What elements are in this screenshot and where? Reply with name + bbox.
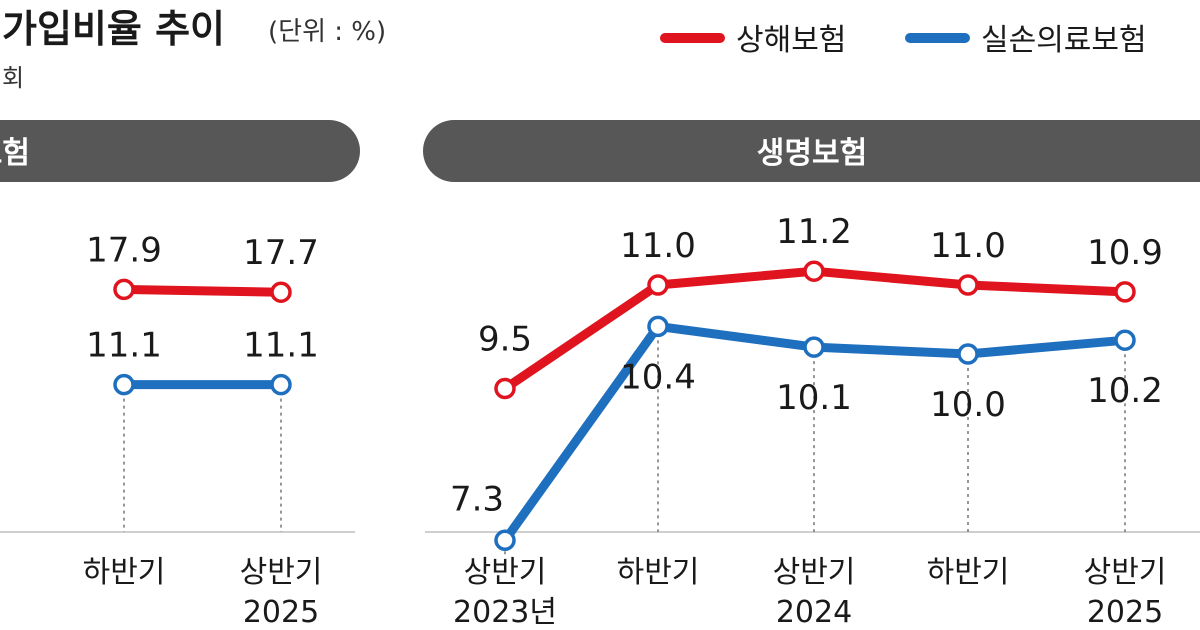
x-tick-label: 상반기 — [240, 555, 323, 590]
data-label-medical: 7.3 — [450, 479, 504, 519]
x-tick-year: 2025 — [1087, 595, 1163, 630]
chart-unit: (단위 : %) — [268, 17, 386, 47]
panel-left: 보험 17.9 17.7 11.1 11.1 하반기 상반기 2025 — [0, 120, 360, 630]
data-point-injury — [270, 281, 292, 303]
x-tick-label: 상반기 — [464, 555, 547, 590]
data-label-medical: 10.4 — [620, 357, 696, 397]
data-point-injury — [113, 278, 135, 301]
x-tick-label: 하반기 — [927, 555, 1010, 590]
panel-header-right — [423, 120, 1200, 182]
x-tick-year: 2023년 — [453, 595, 557, 630]
x-tick-year: 2025 — [243, 595, 319, 630]
x-tick-year: 2024 — [776, 595, 852, 630]
data-label-injury: 11.0 — [930, 226, 1006, 266]
data-point-medical — [270, 373, 292, 396]
x-tick-label: 하반기 — [617, 555, 700, 590]
legend: 상해보험 실손의료보험 — [660, 23, 1147, 58]
x-tick-label: 상반기 — [773, 555, 856, 590]
panel-header-left — [0, 120, 360, 182]
x-tick-label: 하반기 — [83, 555, 166, 590]
data-label-injury: 17.9 — [86, 230, 162, 270]
data-point-injury — [494, 377, 516, 400]
data-label-injury: 11.0 — [620, 226, 696, 266]
series-line-injury — [119, 284, 286, 297]
series-line-injury — [500, 266, 1130, 393]
data-point-medical — [647, 315, 669, 338]
legend-label-medical: 실손의료보험 — [981, 23, 1147, 58]
data-point-injury — [803, 260, 825, 282]
data-label-injury: 17.7 — [243, 233, 319, 273]
panel-title-right: 생명보험 — [757, 136, 867, 171]
data-label-medical: 11.1 — [243, 326, 319, 366]
data-label-injury: 10.9 — [1087, 233, 1163, 273]
data-point-medical — [803, 336, 825, 358]
data-point-medical — [1114, 329, 1136, 351]
data-label-medical: 10.1 — [776, 378, 852, 418]
data-point-medical — [494, 529, 516, 552]
data-label-medical: 11.1 — [86, 326, 162, 366]
panel-title-left: 보험 — [0, 136, 30, 171]
chart-source: 회 — [2, 64, 24, 92]
data-label-medical: 10.0 — [930, 385, 1006, 425]
data-point-injury — [1114, 281, 1136, 303]
legend-label-injury: 상해보험 — [736, 23, 846, 58]
series-line-medical — [500, 321, 1130, 545]
data-label-medical: 10.2 — [1087, 371, 1163, 411]
data-point-medical — [957, 343, 979, 365]
data-point-injury — [957, 274, 979, 296]
data-label-injury: 11.2 — [776, 212, 852, 252]
data-point-medical — [113, 373, 135, 396]
x-tick-label: 상반기 — [1084, 555, 1167, 590]
data-point-injury — [647, 274, 669, 296]
panel-right: 생명보험 9.5 11.0 11.2 11.0 10.9 7.3 10.4 10.1 10.0 1… — [423, 120, 1200, 630]
chart-title: 가입비율 추이 — [2, 7, 225, 51]
data-label-injury: 9.5 — [478, 320, 532, 360]
